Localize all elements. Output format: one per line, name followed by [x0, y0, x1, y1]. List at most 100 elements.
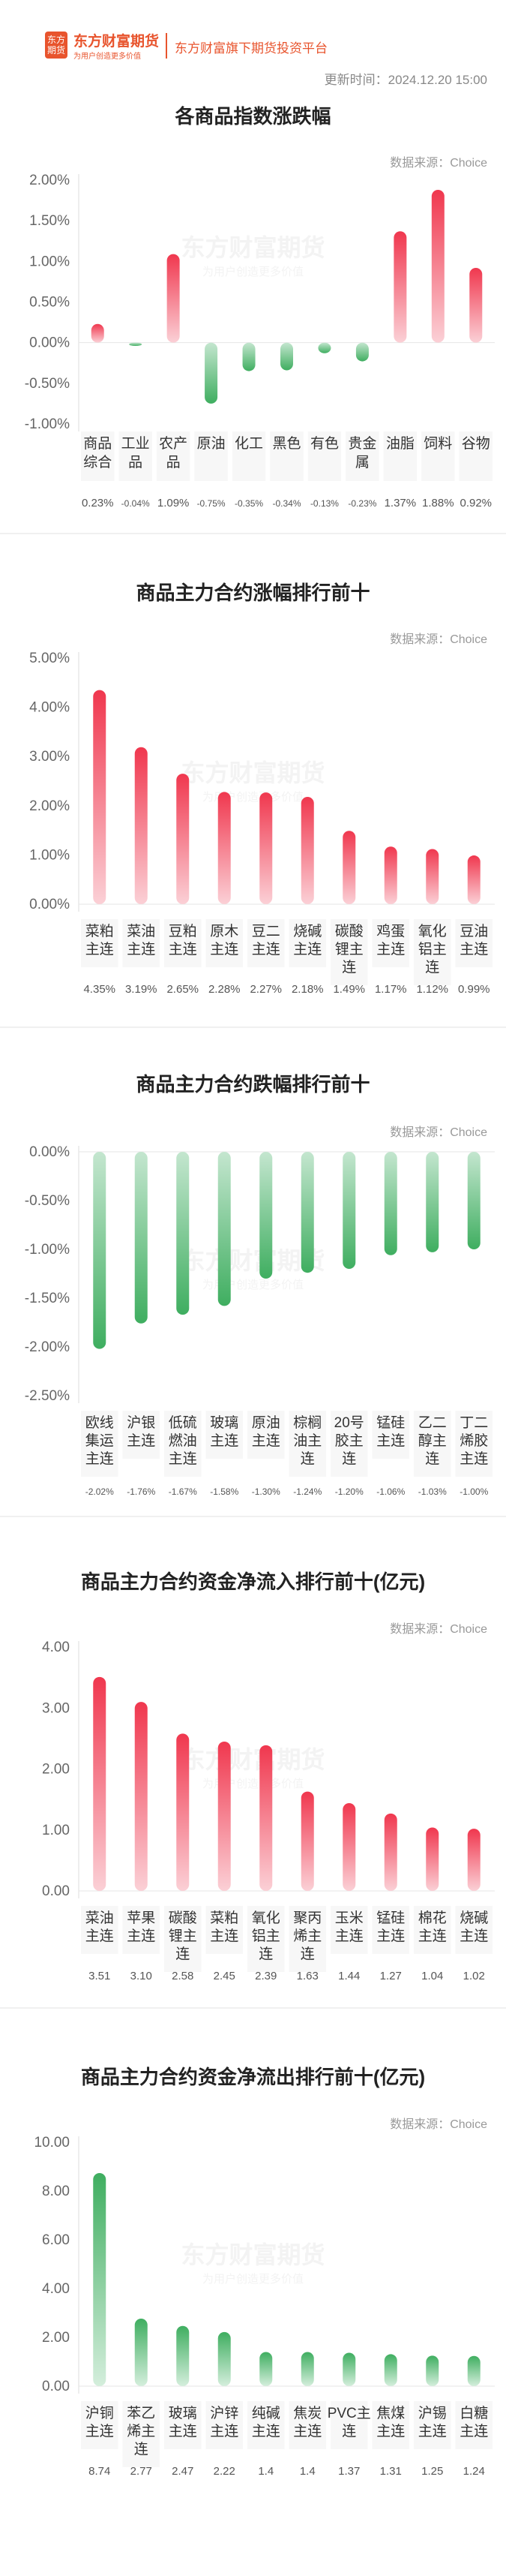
- bar: [384, 1152, 397, 1255]
- value-label: -1.03%: [418, 1486, 447, 1497]
- bar: [301, 1791, 314, 1891]
- value-label: 2.77: [130, 2465, 152, 2478]
- category-label: 白糖主连: [460, 2405, 488, 2439]
- bar: [469, 268, 483, 343]
- category-label-bg: [81, 431, 115, 481]
- bar: [217, 1152, 231, 1306]
- bar: [93, 690, 106, 904]
- category-label: 聚丙烯主连: [293, 1910, 322, 1962]
- chart-section-net-inflow: 商品主力合约资金净流入排行前十(亿元) 数据来源：Choice 东方财富期货 为…: [0, 1516, 506, 2011]
- bar: [217, 1741, 231, 1891]
- value-label: -1.24%: [293, 1486, 322, 1497]
- category-label: 菜粕主连: [85, 923, 114, 957]
- category-label: 锰硅主连: [376, 1414, 405, 1449]
- bar-chart: 4.00 3.00 2.00 1.00 0.00 菜油主连 3.51 苹果主连 3.10 碳酸锂主…: [42, 1640, 495, 1982]
- value-label: 0.99%: [458, 983, 490, 996]
- bar: [318, 342, 331, 353]
- category-label-bg: [81, 919, 118, 967]
- bar: [467, 1829, 481, 1891]
- bar: [259, 792, 273, 904]
- category-label-bg: [247, 919, 285, 967]
- category-label-bg: [331, 2401, 368, 2449]
- category-label: 沪铜主连: [85, 2405, 114, 2439]
- y-tick-label: 1.00%: [29, 254, 70, 269]
- category-label-bg: [247, 1906, 285, 1972]
- value-label: 2.18%: [292, 983, 324, 996]
- section-divider: [0, 1516, 506, 1517]
- category-label: 豆油主连: [460, 923, 488, 957]
- bar-chart: 5.00% 4.00% 3.00% 2.00% 1.00% 0.00% 菜粕主连 4.35% 菜…: [29, 651, 495, 996]
- category-label-bg: [414, 2401, 451, 2449]
- value-label: 1.17%: [375, 983, 407, 996]
- y-tick-label: 2.00: [42, 1762, 70, 1778]
- category-label-bg: [455, 1906, 493, 1954]
- category-label-bg: [232, 431, 266, 481]
- brand-slogan: 为用户创造更多价值: [73, 53, 141, 61]
- value-label: 1.02: [463, 1970, 485, 1982]
- bar: [343, 1803, 356, 1891]
- value-label: 1.27: [380, 1970, 402, 1982]
- category-label-bg: [164, 919, 202, 967]
- value-label: 1.44: [338, 1970, 360, 1982]
- category-label: 沪锌主连: [210, 2405, 238, 2439]
- category-label: 化工: [235, 435, 263, 452]
- section-divider: [0, 2007, 506, 2009]
- category-label: 棉花主连: [418, 1910, 447, 1944]
- bar: [343, 2352, 356, 2386]
- category-label-bg: [122, 1906, 160, 1954]
- category-label-bg: [122, 919, 160, 967]
- category-label-bg: [372, 1411, 409, 1459]
- data-source: 数据来源：Choice: [390, 633, 487, 646]
- value-label: 2.58: [172, 1970, 193, 1982]
- y-tick-label: -0.50%: [25, 376, 70, 392]
- category-label: 原油主连: [252, 1414, 280, 1449]
- value-label: 1.12%: [416, 983, 448, 996]
- bar: [426, 849, 439, 904]
- bar: [467, 2355, 481, 2386]
- bar: [134, 2318, 148, 2386]
- value-label: 1.88%: [422, 497, 454, 509]
- category-label-bg: [122, 1411, 160, 1459]
- value-label: 2.47: [172, 2465, 193, 2478]
- category-label: 碳酸锂主连: [335, 923, 364, 975]
- section-divider: [0, 1026, 506, 1028]
- category-label-bg: [414, 919, 451, 985]
- category-label: 锰硅主连: [376, 1910, 405, 1944]
- category-label-bg: [455, 919, 493, 967]
- bar: [384, 1813, 397, 1891]
- category-label: 农产品: [159, 435, 187, 470]
- y-tick-label: 0.50%: [29, 295, 70, 311]
- value-label: -1.00%: [460, 1486, 488, 1497]
- value-label: 1.04: [421, 1970, 443, 1982]
- bar: [301, 796, 314, 904]
- bar-chart: 2.00% 1.50% 1.00% 0.50% 0.00% -0.50% -1.00% 商品综…: [25, 173, 495, 509]
- category-label-bg: [289, 1411, 326, 1477]
- value-label: 3.10: [130, 1970, 152, 1982]
- y-tick-label: 2.00%: [29, 173, 70, 188]
- chart-title: 商品主力合约涨幅排行前十: [136, 582, 370, 604]
- category-label-bg: [414, 1411, 451, 1477]
- category-label-bg: [289, 1906, 326, 1972]
- y-tick-label: 4.00: [42, 2281, 70, 2297]
- data-source: 数据来源：Choice: [390, 1623, 487, 1636]
- category-label: 苯乙烯主连: [127, 2405, 155, 2457]
- category-label-bg: [331, 1906, 368, 1954]
- chart-section-top-losers: 商品主力合约跌幅排行前十 数据来源：Choice 东方财富期货 为用户创造更多价…: [0, 1020, 506, 1508]
- bar-chart: 10.00 8.00 6.00 4.00 2.00 0.00 沪铜主连 8.74 苯乙烯主连 2.…: [34, 2135, 495, 2478]
- category-label-bg: [421, 431, 455, 481]
- category-label: 氧化铝主连: [418, 923, 447, 975]
- category-label: 沪锡主连: [418, 2405, 447, 2439]
- y-tick-label: 10.00: [34, 2135, 70, 2151]
- category-label: 苹果主连: [127, 1910, 155, 1944]
- category-label: 丁二烯胶主连: [460, 1415, 488, 1467]
- y-tick-label: 4.00%: [29, 700, 70, 716]
- y-tick-label: 4.00: [42, 1640, 70, 1655]
- value-label: -0.35%: [235, 498, 263, 509]
- category-label: 原油: [197, 435, 226, 452]
- bar: [426, 1827, 439, 1891]
- category-label-bg: [331, 919, 368, 985]
- category-label: 豆二主连: [252, 924, 280, 957]
- category-label-bg: [164, 1411, 202, 1477]
- value-label: -1.76%: [127, 1486, 155, 1497]
- chart-title: 商品主力合约跌幅排行前十: [136, 1073, 370, 1096]
